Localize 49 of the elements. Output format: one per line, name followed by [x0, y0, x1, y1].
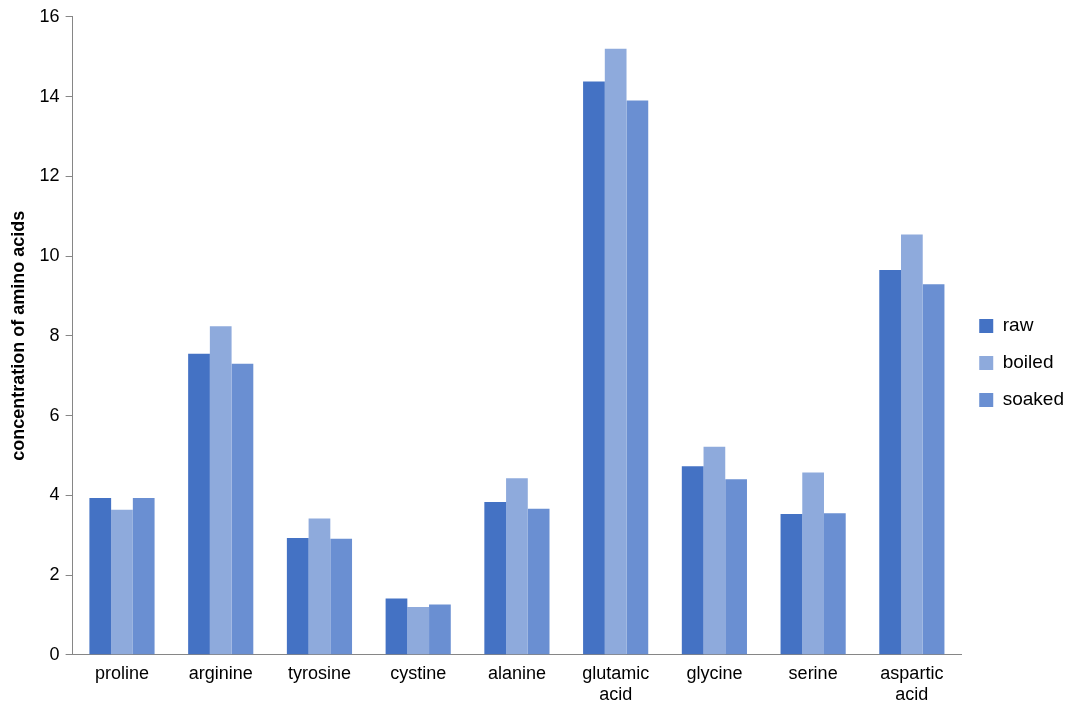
y-tick-label: 10 — [39, 245, 60, 266]
bar — [111, 509, 133, 655]
y-tick-label: 16 — [39, 5, 60, 26]
bar — [583, 81, 605, 655]
bar — [725, 479, 747, 655]
x-tick-label: tyrosine — [287, 662, 351, 683]
bar — [308, 518, 331, 655]
bar — [823, 513, 846, 655]
bar — [188, 353, 210, 655]
x-tick-label: glutamic acid — [582, 662, 650, 705]
legend-label: boiled — [1002, 351, 1054, 373]
y-tick-label: 14 — [39, 85, 60, 106]
bar — [330, 538, 353, 655]
legend-label: raw — [1002, 314, 1034, 336]
x-tick-label: aspartic acid — [880, 662, 944, 705]
x-tick-label: arginine — [188, 662, 253, 683]
legend-label: soaked — [1002, 388, 1065, 410]
bar — [231, 363, 254, 655]
bar — [604, 48, 627, 655]
bar — [286, 537, 309, 655]
y-tick-label: 8 — [49, 324, 60, 345]
bar — [626, 100, 649, 655]
bar — [385, 598, 408, 655]
y-tick-label: 6 — [49, 404, 60, 425]
y-tick-label: 0 — [49, 643, 60, 664]
bar — [506, 478, 528, 655]
x-tick-label: alanine — [487, 662, 546, 683]
x-tick-label: glycine — [686, 662, 743, 683]
bar — [527, 508, 550, 655]
y-tick-label: 2 — [49, 564, 60, 585]
x-tick-label: proline — [94, 662, 150, 683]
bar — [407, 606, 430, 655]
bar — [703, 446, 726, 655]
bar — [780, 514, 803, 655]
x-tick-label: cystine — [390, 662, 447, 683]
bar — [89, 498, 112, 655]
x-tick-label: serine — [788, 662, 838, 683]
bar — [681, 466, 704, 655]
bar — [922, 284, 945, 655]
y-tick-label: 12 — [39, 165, 60, 186]
bar — [209, 326, 232, 655]
y-tick-label: 4 — [49, 484, 60, 505]
bar — [484, 502, 507, 655]
bar — [879, 270, 901, 655]
bar — [429, 604, 451, 655]
bar — [901, 234, 923, 655]
bar — [802, 472, 824, 655]
bar — [132, 498, 155, 655]
y-axis-title: concentration of amino acids — [7, 210, 28, 461]
